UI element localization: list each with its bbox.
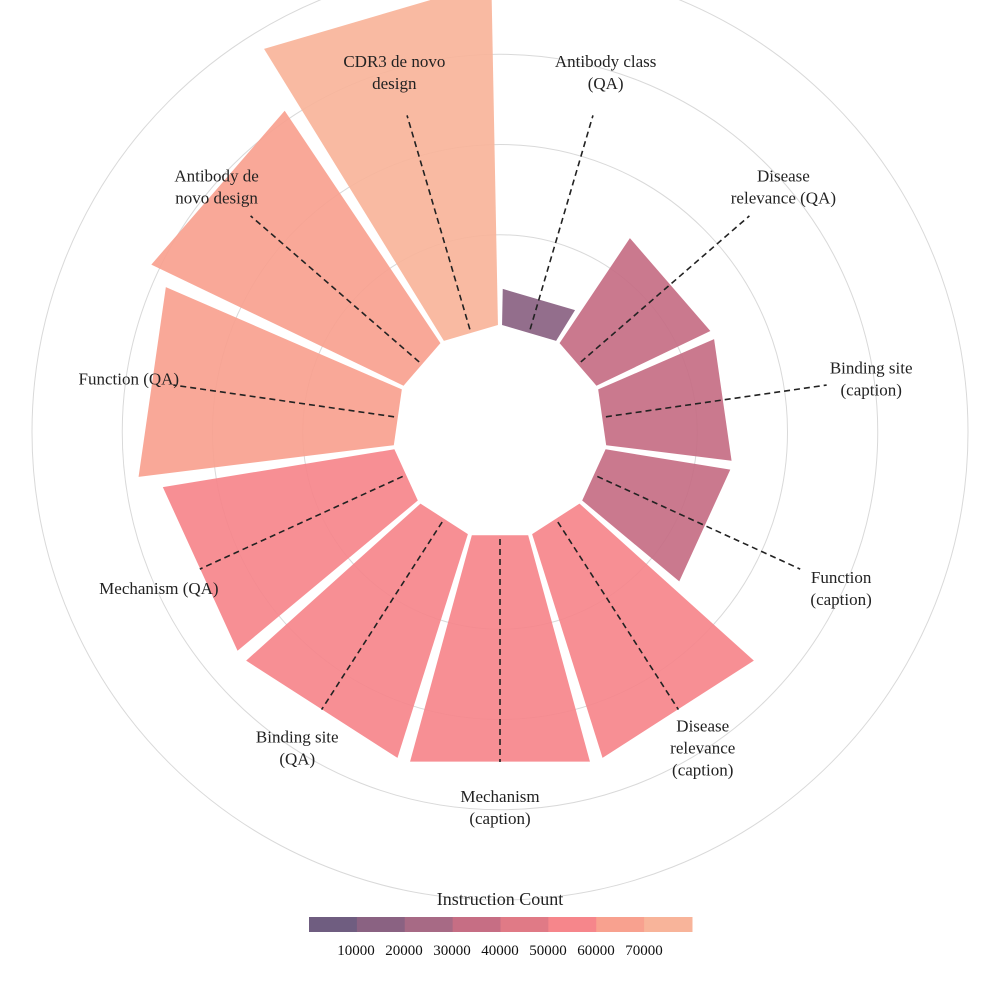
leader-lines — [173, 115, 827, 762]
bars-group — [138, 0, 754, 762]
category-label-line: (caption) — [469, 809, 530, 828]
grid-circle-4 — [31, 0, 969, 901]
category-labels: Antibody class (QA)Disease relevance (QA)B… — [79, 52, 913, 828]
category-label-1: Antibody class (QA) — [555, 52, 657, 93]
bar-function-qa — [138, 287, 402, 477]
category-label-11: CDR3 de novo design — [343, 52, 445, 93]
leader-line-4 — [596, 475, 801, 570]
bar-cdr3-de-novo-design — [264, 0, 498, 341]
category-label-line: Antibody de — [174, 166, 259, 185]
colorbar-tick-label: 20000 — [385, 943, 423, 959]
colorbar-swatch-8 — [644, 917, 693, 932]
category-label-line: Function — [811, 568, 872, 587]
colorbar-tick-label: 40000 — [481, 943, 519, 959]
category-label-line: Binding site — [830, 359, 913, 378]
category-label-5: Disease relevance (caption) — [670, 716, 735, 779]
bar-function-caption — [582, 449, 731, 582]
leader-line-10 — [250, 215, 420, 363]
colorbar-ticks: 10000 20000 30000 40000 50000 60000 70000 — [337, 943, 663, 959]
category-label-line: Mechanism (QA) — [99, 579, 218, 598]
colorbar-swatch-7 — [596, 917, 645, 932]
bar-disease-relevance-qa — [559, 238, 711, 386]
category-label-line: (caption) — [841, 381, 902, 400]
category-label-6: Mechanism (caption) — [460, 787, 539, 828]
category-label-line: Function (QA) — [79, 370, 180, 389]
category-label-3: Binding site (caption) — [830, 359, 913, 400]
bar-antibody-de-novo-design — [151, 110, 441, 386]
bar-mechanism-caption — [410, 535, 590, 762]
category-label-10: Antibody de novo design — [174, 166, 259, 207]
leader-line-1 — [529, 115, 594, 330]
leader-line-11 — [406, 115, 471, 330]
grid-circle-3 — [121, 53, 879, 811]
colorbar-swatch-3 — [404, 917, 454, 932]
category-label-4: Function (caption) — [810, 568, 871, 609]
category-label-line: Antibody class — [555, 52, 657, 71]
colorbar-tick-label: 70000 — [625, 943, 663, 959]
category-label-8: Mechanism (QA) — [99, 579, 218, 598]
colorbar-tick-label: 10000 — [337, 943, 375, 959]
colorbar-swatch-5 — [500, 917, 549, 932]
leader-line-2 — [580, 215, 750, 363]
leader-line-9 — [173, 384, 395, 418]
colorbar-swatch-1 — [309, 917, 358, 932]
category-label-2: Disease relevance (QA) — [731, 166, 836, 207]
bar-mechanism-qa — [162, 449, 418, 651]
category-label-line: Binding site — [256, 727, 339, 746]
colorbar-swatch-4 — [452, 917, 501, 932]
category-label-line: (QA) — [588, 74, 624, 93]
category-label-line: novo design — [175, 188, 258, 207]
category-label-line: design — [372, 74, 417, 93]
colorbar-swatch-6 — [548, 917, 597, 932]
bar-antibody-class-qa — [502, 288, 576, 341]
colorbar-swatch-2 — [356, 917, 406, 932]
leader-line-7 — [320, 521, 443, 711]
category-label-line: relevance — [670, 738, 735, 757]
colorbar-tick-label: 50000 — [529, 943, 567, 959]
colorbar-swatches — [309, 917, 693, 932]
category-label-7: Binding site (QA) — [256, 727, 339, 768]
category-label-9: Function (QA) — [79, 370, 180, 389]
bar-binding-site-caption — [598, 339, 732, 461]
colorbar-title: Instruction Count — [437, 889, 564, 909]
category-label-line: (QA) — [279, 749, 315, 768]
leader-line-5 — [557, 521, 680, 711]
category-label-line: relevance (QA) — [731, 188, 836, 207]
category-label-line: (caption) — [672, 760, 733, 779]
colorbar-tick-label: 30000 — [433, 943, 471, 959]
category-label-line: (caption) — [810, 590, 871, 609]
colorbar: Instruction Count 10000 20000 30000 40000 50… — [309, 889, 693, 959]
category-label-line: CDR3 de novo — [343, 52, 445, 71]
category-label-line: Mechanism — [460, 787, 539, 806]
category-label-line: Disease — [757, 166, 810, 185]
leader-line-8 — [199, 475, 404, 570]
category-label-line: Disease — [676, 716, 729, 735]
leader-line-3 — [605, 384, 827, 418]
colorbar-tick-label: 60000 — [577, 943, 615, 959]
